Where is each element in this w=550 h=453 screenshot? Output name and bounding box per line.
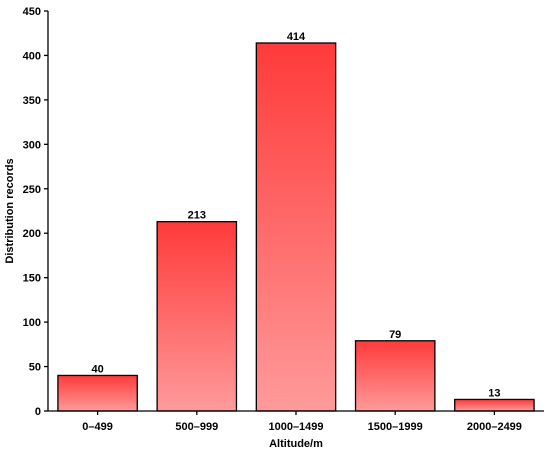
data-label-3: 79 [389,329,401,341]
bar-2 [255,42,337,412]
x-axis-title: Altitude/m [269,438,323,450]
y-tick-label-9: 450 [23,6,41,18]
x-tick-label-0: 0–499 [82,421,113,433]
y-axis-title: Distribution records [4,158,16,263]
bar-0 [57,374,138,412]
y-tick-label-6: 300 [23,139,41,151]
bars-layer [57,42,535,412]
bar-1 [156,221,238,412]
y-tick-label-0: 0 [35,406,41,418]
y-tick-label-4: 200 [23,228,41,240]
y-tick-label-1: 50 [29,362,41,374]
data-label-0: 40 [91,363,103,375]
x-tick-label-4: 2000–2499 [467,421,522,433]
y-tick-label-2: 100 [23,317,41,329]
bar-4 [454,398,535,412]
y-tick-label-3: 150 [23,273,41,285]
axes-layer: 0–499 500–999 1000–1499 1500–1999 2000–2499 0… [23,6,544,433]
data-labels-layer: 40 213 414 79 13 [91,31,500,399]
x-tick-label-2: 1000–1499 [268,421,323,433]
y-tick-label-5: 250 [23,184,41,196]
data-label-2: 414 [287,31,306,43]
data-label-1: 213 [188,210,206,222]
y-tick-label-8: 400 [23,50,41,62]
data-label-4: 13 [488,387,500,399]
bar-3 [354,340,436,412]
y-tick-label-7: 350 [23,95,41,107]
x-tick-label-3: 1500–1999 [368,421,423,433]
x-tick-label-1: 500–999 [175,421,218,433]
